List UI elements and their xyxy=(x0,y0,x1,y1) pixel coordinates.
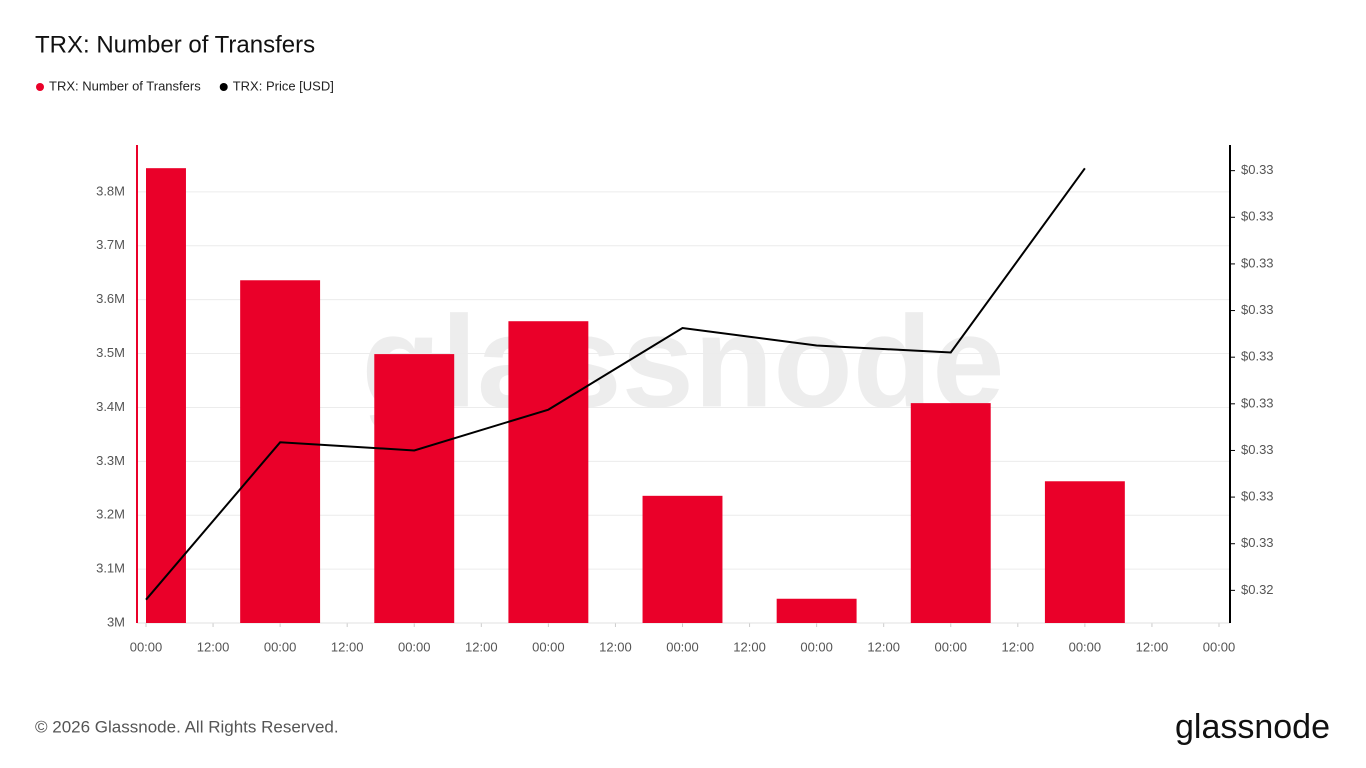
legend-dot xyxy=(219,83,228,91)
x-tick-label: 00:00 xyxy=(800,639,833,654)
x-tick-label: 12:00 xyxy=(1002,639,1035,654)
y-tick-label: 3.5M xyxy=(96,345,125,360)
y-tick-label: 3.7M xyxy=(96,237,125,252)
x-tick-label: 00:00 xyxy=(666,639,699,654)
watermark: glassnode xyxy=(362,288,1005,434)
x-tick-label: 12:00 xyxy=(197,639,230,654)
footer: © 2026 Glassnode. All Rights Reserved. xyxy=(35,717,339,736)
y2-tick-label: $0.33 xyxy=(1241,349,1274,364)
y-tick-label: 3M xyxy=(107,614,125,629)
bar xyxy=(240,280,321,623)
y2-tick-label: $0.33 xyxy=(1241,209,1274,224)
y2-tick-label: $0.33 xyxy=(1241,162,1274,177)
bar xyxy=(1044,481,1125,623)
bar xyxy=(642,495,723,623)
y-tick-label: 3.4M xyxy=(96,399,125,414)
y-tick-label: 3.8M xyxy=(96,183,125,198)
legend-label: TRX: Number of Transfers xyxy=(49,78,201,93)
y-tick-label: 3.3M xyxy=(96,453,125,468)
bar xyxy=(374,354,455,623)
x-tick-label: 00:00 xyxy=(532,639,565,654)
legend-dot xyxy=(36,83,44,91)
chart-title: TRX: Number of Transfers xyxy=(35,31,315,58)
bar xyxy=(146,168,186,623)
y-tick-label: 3.1M xyxy=(96,561,125,576)
y2-tick-label: $0.33 xyxy=(1241,302,1274,317)
x-tick-label: 00:00 xyxy=(934,639,967,654)
x-tick-label: 12:00 xyxy=(867,639,900,654)
legend-label: TRX: Price [USD] xyxy=(233,78,334,93)
bar xyxy=(508,321,589,623)
x-tick-label: 00:00 xyxy=(398,639,431,654)
y2-tick-label: $0.33 xyxy=(1241,255,1274,270)
logo: glassnode xyxy=(1175,708,1330,746)
y2-tick-label: $0.33 xyxy=(1241,395,1274,410)
x-tick-label: 12:00 xyxy=(599,639,632,654)
y2-tick-label: $0.33 xyxy=(1241,442,1274,457)
y-tick-label: 3.6M xyxy=(96,291,125,306)
x-tick-label: 12:00 xyxy=(733,639,766,654)
x-tick-label: 12:00 xyxy=(1136,639,1169,654)
x-tick-label: 12:00 xyxy=(331,639,364,654)
y2-tick-label: $0.32 xyxy=(1241,582,1274,597)
y2-tick-label: $0.33 xyxy=(1241,489,1274,504)
bar xyxy=(776,598,857,623)
x-tick-label: 00:00 xyxy=(1069,639,1102,654)
x-tick-label: 00:00 xyxy=(264,639,297,654)
x-tick-label: 12:00 xyxy=(465,639,498,654)
bar xyxy=(910,403,991,623)
y2-tick-label: $0.33 xyxy=(1241,535,1274,550)
y-tick-label: 3.2M xyxy=(96,507,125,522)
x-tick-label: 00:00 xyxy=(130,639,163,654)
x-tick-label: 00:00 xyxy=(1203,639,1236,654)
price-line xyxy=(145,167,1086,601)
